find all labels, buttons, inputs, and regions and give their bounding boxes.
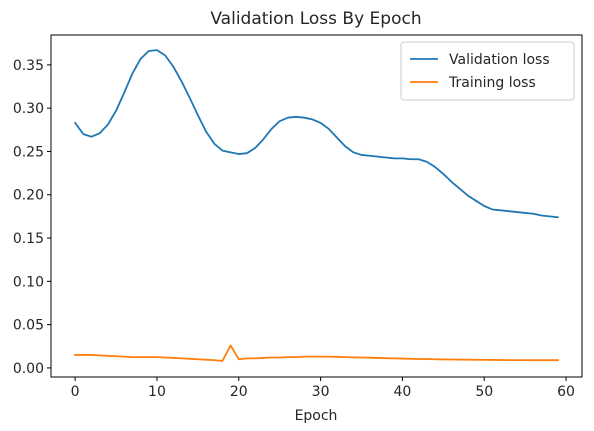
x-tick-label: 60 <box>557 384 575 400</box>
y-tick-label: 0.30 <box>13 101 44 117</box>
y-tick-label: 0.25 <box>13 144 44 160</box>
plot-area: 0 10 20 30 40 50 60 0.00 0.05 0.10 0.15 0.20 0.25 0.3… <box>13 34 583 400</box>
x-tick-label: 30 <box>312 384 330 400</box>
y-tick-label: 0.00 <box>13 361 44 377</box>
x-tick-label: 0 <box>71 384 80 400</box>
axes-frame <box>50 34 583 378</box>
y-tick-label: 0.10 <box>13 274 44 290</box>
x-tick-label: 10 <box>148 384 166 400</box>
x-tick-label: 50 <box>475 384 493 400</box>
x-tick-label: 20 <box>230 384 248 400</box>
legend-label: Training loss <box>448 75 536 91</box>
series-line-validation-loss <box>73 49 559 219</box>
legend-label: Validation loss <box>449 52 550 68</box>
y-tick-label: 0.20 <box>13 188 44 204</box>
x-tick-label: 40 <box>393 384 411 400</box>
series-line-training-loss <box>74 344 559 362</box>
y-tick-label: 0.05 <box>13 318 44 334</box>
y-tick-label: 0.35 <box>13 58 44 74</box>
x-axis-label: Epoch <box>295 408 338 424</box>
legend-box <box>400 41 575 101</box>
chart-title: Validation Loss By Epoch <box>210 9 421 29</box>
y-tick-label: 0.15 <box>13 231 44 247</box>
legend: Validation loss Training loss <box>400 41 575 101</box>
